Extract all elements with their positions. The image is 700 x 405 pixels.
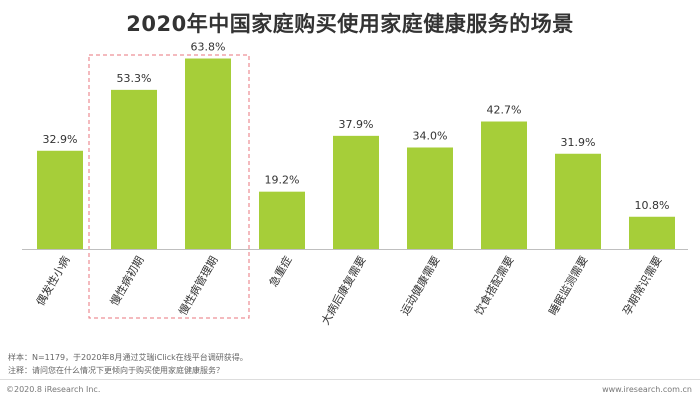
footnote-sample: 样本：N=1179，于2020年8月通过艾瑞iClick在线平台调研获得。: [8, 353, 248, 362]
bar-chart: 32.9% 53.3% 63.8% 19.2% 37.9% 34.0% 42.7% 31.9%…: [22, 41, 688, 328]
bars-group: [37, 58, 675, 250]
value-label: 34.0%: [413, 129, 448, 142]
value-labels-group: 32.9% 53.3% 63.8% 19.2% 37.9% 34.0% 42.7% 31.9%…: [43, 41, 670, 212]
category-label: 孕期常识需要: [620, 254, 664, 318]
value-label: 32.9%: [43, 133, 78, 146]
value-label: 63.8%: [191, 41, 226, 54]
bar: [407, 147, 453, 249]
bar: [111, 89, 157, 250]
highlight-dashed-box: [88, 54, 250, 319]
footnote-note: 注释：请问您在什么情况下更倾向于购买使用家庭健康服务？: [8, 366, 224, 375]
value-label: 37.9%: [339, 118, 374, 131]
bar: [37, 150, 83, 249]
bar: [629, 216, 675, 249]
value-label: 53.3%: [117, 72, 152, 85]
category-labels-group: 偶发性小病 慢性病初期 慢性病管理期 急重症 大病后康复需要 运动健康需要 饮食搭配需要 睡眠…: [33, 254, 665, 328]
value-label: 19.2%: [265, 174, 300, 187]
bar: [259, 191, 305, 249]
website-text: www.iresearch.com.cn: [602, 385, 692, 394]
category-label: 急重症: [266, 254, 295, 290]
copyright-text: ©2020.8 iResearch Inc.: [6, 385, 101, 394]
category-label: 慢性病管理期: [175, 254, 220, 318]
highlight-group: [88, 54, 250, 319]
value-label: 42.7%: [487, 104, 522, 117]
category-label: 睡眠监测需要: [546, 254, 590, 318]
category-label: 运动健康需要: [397, 254, 442, 318]
bar: [333, 135, 379, 249]
bar: [185, 58, 231, 249]
bar: [555, 153, 601, 249]
value-label: 31.9%: [561, 136, 596, 149]
footer-divider: [0, 379, 700, 380]
category-label: 慢性病初期: [107, 254, 147, 309]
value-label: 10.8%: [635, 199, 670, 212]
category-label: 偶发性小病: [33, 254, 73, 309]
bar: [481, 121, 527, 249]
footnotes: 样本：N=1179，于2020年8月通过艾瑞iClick在线平台调研获得。 注释…: [8, 351, 248, 377]
category-label: 饮食搭配需要: [471, 254, 516, 318]
chart-title: 2020年中国家庭购买使用家庭健康服务的场景: [126, 12, 574, 36]
category-label: 大病后康复需要: [318, 254, 369, 328]
